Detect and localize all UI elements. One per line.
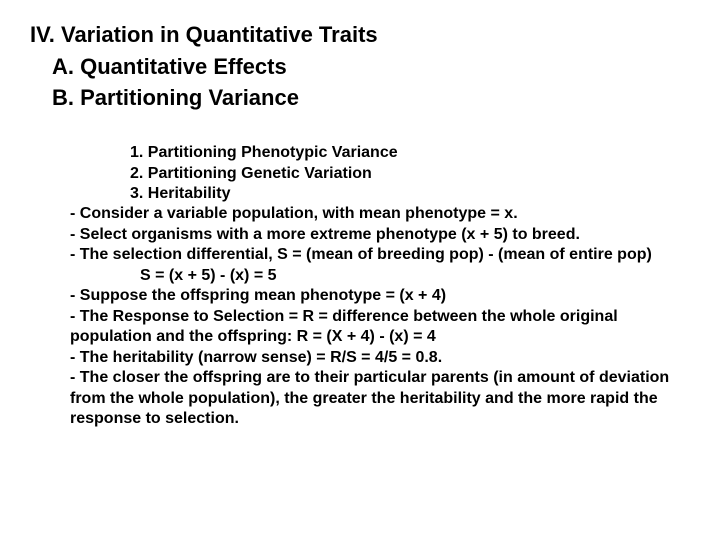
body-line: - Consider a variable population, with m… [70, 204, 690, 224]
slide-content: IV. Variation in Quantitative Traits A. … [0, 0, 720, 450]
body-line: 3. Heritability [70, 184, 690, 204]
body-line: S = (x + 5) - (x) = 5 [70, 266, 690, 286]
heading-main: IV. Variation in Quantitative Traits [30, 20, 690, 50]
body-line: - The heritability (narrow sense) = R/S … [70, 348, 690, 368]
body-line: - Select organisms with a more extreme p… [70, 225, 690, 245]
body-text: 1. Partitioning Phenotypic Variance 2. P… [30, 143, 690, 430]
heading-sub-b: B. Partitioning Variance [30, 83, 690, 113]
body-line: - The selection differential, S = (mean … [70, 245, 690, 265]
body-line: - Suppose the offspring mean phenotype =… [70, 286, 690, 306]
body-line: - The closer the offspring are to their … [70, 368, 690, 429]
body-line: - The Response to Selection = R = differ… [70, 307, 690, 348]
heading-sub-a: A. Quantitative Effects [30, 52, 690, 82]
body-line: 2. Partitioning Genetic Variation [70, 164, 690, 184]
body-line: 1. Partitioning Phenotypic Variance [70, 143, 690, 163]
